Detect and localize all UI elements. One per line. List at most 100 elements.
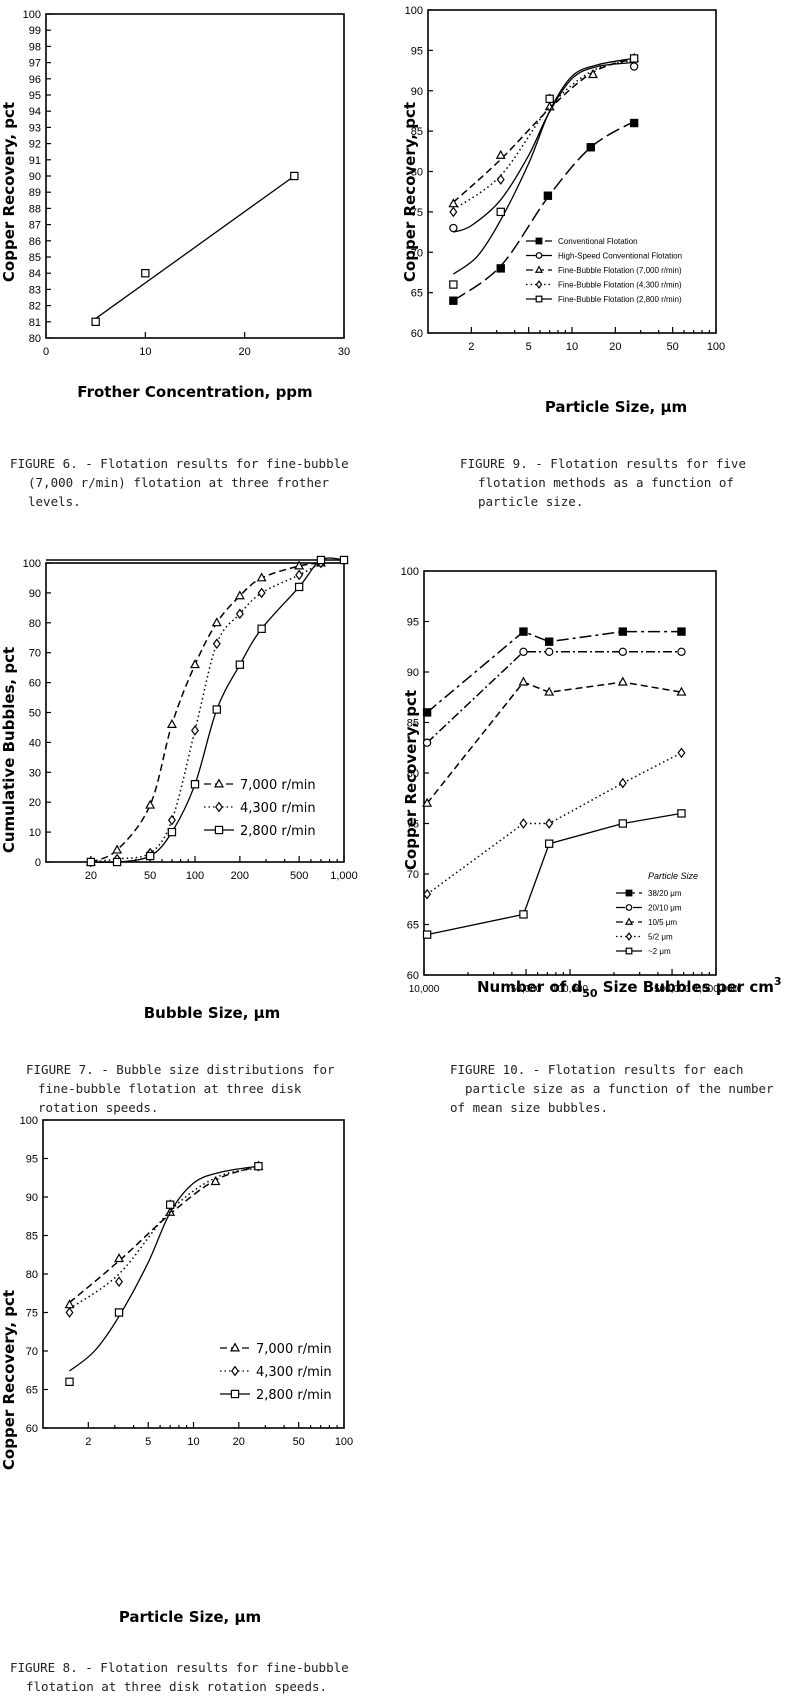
figure-6-caption: FIGURE 6. - Flotation results for fine-b… xyxy=(10,456,349,509)
fig7-ytick-label: 90 xyxy=(29,588,41,600)
fig8-data-point xyxy=(114,1308,124,1317)
fig10-series-line xyxy=(426,630,682,713)
fig7-xtick-label: 50 xyxy=(144,870,156,882)
fig6-ytick-label: 99 xyxy=(29,25,41,37)
fig10-xtick-label: 100,000 xyxy=(552,984,589,995)
fig9-series-4 xyxy=(449,54,639,289)
fig9-data-point xyxy=(496,207,505,217)
fig10-data-point xyxy=(422,930,432,939)
fig10-caption-line-2: particle size as a function of the numbe… xyxy=(465,1081,774,1096)
fig10-data-point xyxy=(519,647,528,657)
fig6-data-point xyxy=(91,317,100,327)
fig9-xtick-label: 20 xyxy=(609,341,621,353)
fig10-series-line xyxy=(426,651,682,744)
fig7-data-point xyxy=(339,555,349,565)
fig6-ytick-label: 87 xyxy=(29,220,41,232)
fig9-ytick-label: 60 xyxy=(411,328,423,340)
fig6-ytick-label: 88 xyxy=(29,203,41,215)
fig6-series-line xyxy=(95,175,295,320)
fig10-data-point xyxy=(617,676,628,686)
fig8-plot-frame xyxy=(42,1119,345,1429)
fig9-legend-marker xyxy=(534,265,544,273)
fig10-data-point xyxy=(422,738,432,747)
fig7-xlabel: Bubble Size, μm xyxy=(144,1004,281,1022)
fig8-legend-marker xyxy=(230,1389,240,1399)
fig7-data-point xyxy=(112,857,122,867)
fig7-ytick-label: 50 xyxy=(29,708,41,720)
fig10-ytick-label: 70 xyxy=(407,869,419,881)
fig9-data-point xyxy=(588,69,599,79)
fig10-series-3 xyxy=(423,747,686,900)
figure-9-caption: FIGURE 9. - Flotation results for five f… xyxy=(460,456,746,509)
fig7-ytick-label: 10 xyxy=(29,827,41,839)
fig10-series-line xyxy=(426,812,682,936)
fig6-xtick-label: 10 xyxy=(139,346,151,358)
fig10-data-point xyxy=(677,647,686,657)
fig10-data-point xyxy=(544,637,554,646)
fig6-ytick-label: 85 xyxy=(29,252,41,264)
fig7-ytick-label: 60 xyxy=(29,678,41,690)
fig7-data-point xyxy=(235,660,245,669)
fig10-legend-label: 20/10 μm xyxy=(648,904,682,913)
fig6-ytick-label: 80 xyxy=(29,333,41,345)
fig6-xtick-label: 0 xyxy=(43,346,49,358)
fig7-data-point xyxy=(294,560,305,570)
fig6-ytick-label: 97 xyxy=(29,58,41,70)
fig10-xtick-label: 10,000 xyxy=(409,984,440,995)
fig9-data-point xyxy=(449,223,458,233)
fig10-ytick-label: 100 xyxy=(401,566,419,578)
fig9-legend-marker xyxy=(535,237,543,245)
fig9-data-point xyxy=(629,54,639,63)
fig10-data-point xyxy=(422,708,432,717)
fig9-data-point xyxy=(586,143,595,152)
fig6-ytick-label: 95 xyxy=(29,90,41,102)
fig7-legend-marker xyxy=(214,778,224,788)
fig6-xlabel: Frother Concentration, ppm xyxy=(77,383,312,401)
fig10-data-point xyxy=(618,647,628,657)
fig10-data-point xyxy=(519,818,528,829)
fig9-data-point xyxy=(449,296,458,305)
fig9-caption-line-3: particle size. xyxy=(478,494,583,509)
fig7-data-point xyxy=(294,582,304,592)
fig7-data-point xyxy=(211,617,222,627)
fig8-data-point xyxy=(65,1377,74,1386)
fig9-ytick-label: 65 xyxy=(411,288,423,300)
fig10-series-line xyxy=(426,681,682,804)
fig10-xlabel-main: Number of d xyxy=(477,978,582,996)
fig10-ytick-label: 75 xyxy=(407,819,419,831)
fig7-caption-line-1: FIGURE 7. - Bubble size distributions fo… xyxy=(26,1062,335,1077)
fig8-data-point xyxy=(210,1176,221,1186)
fig8-legend-label: 4,300 r/min xyxy=(256,1365,332,1380)
fig9-series-1 xyxy=(449,61,639,233)
fig8-data-point xyxy=(115,1276,124,1288)
fig9-series-line xyxy=(453,57,635,275)
fig10-data-point xyxy=(545,818,554,829)
fig8-data-point xyxy=(165,1200,175,1209)
fig6-ytick-label: 92 xyxy=(29,139,41,151)
fig10-legend-label: 10/5 μm xyxy=(648,918,677,927)
fig9-legend-label: Fine-Bubble Flotation (2,800 r/min) xyxy=(558,295,682,304)
fig7-xtick-label: 100 xyxy=(186,870,204,882)
fig8-legend-label: 7,000 r/min xyxy=(256,1342,332,1357)
fig8-xtick-label: 10 xyxy=(187,1436,199,1448)
fig10-data-point xyxy=(519,627,528,636)
fig8-ytick-label: 100 xyxy=(20,1115,38,1127)
fig7-data-point xyxy=(166,718,177,728)
fig8-data-point xyxy=(64,1299,75,1309)
fig9-ylabel: Copper Recovery, pct xyxy=(401,102,419,282)
fig6-caption-line-2: (7,000 r/min) flotation at three frother xyxy=(28,475,329,490)
fig8-ytick-label: 95 xyxy=(26,1154,38,1166)
fig8-caption-line-2: flotation at three disk rotation speeds. xyxy=(26,1679,327,1694)
fig7-ytick-label: 0 xyxy=(35,857,41,869)
fig9-ytick-label: 70 xyxy=(411,247,423,259)
fig9-series-0 xyxy=(449,118,639,305)
fig8-legend-marker xyxy=(230,1342,240,1352)
fig10-series-0 xyxy=(422,627,686,717)
fig10-data-point xyxy=(677,627,686,636)
fig7-data-point xyxy=(112,844,123,854)
fig7-data-point xyxy=(191,725,199,736)
fig9-xtick-label: 10 xyxy=(566,341,578,353)
fig9-data-point xyxy=(543,191,553,200)
fig7-data-point xyxy=(257,624,266,633)
fig10-legend-label: 38/20 μm xyxy=(648,889,682,898)
